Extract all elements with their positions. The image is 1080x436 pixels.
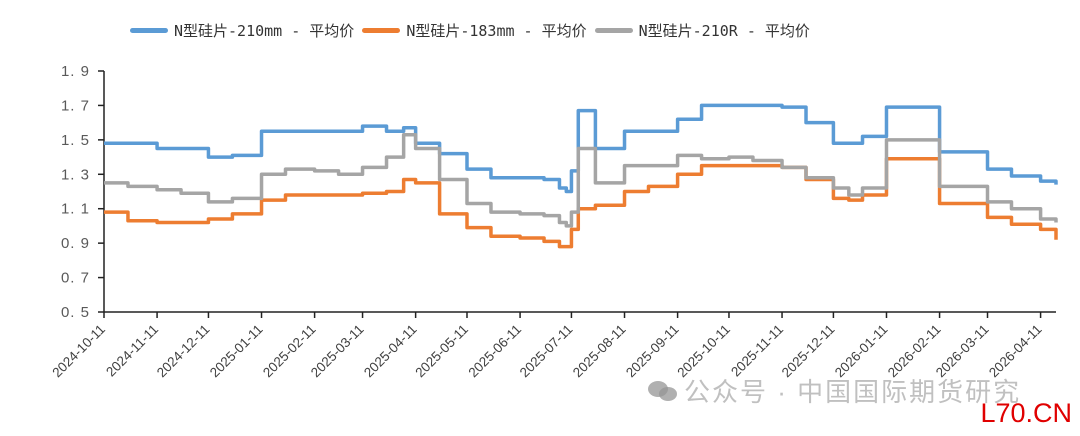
x-tick-label: 2025-01-11	[207, 322, 266, 381]
y-tick-label: 1. 3	[61, 166, 90, 183]
x-tick-label: 2024-10-11	[49, 322, 108, 381]
site-mark: L70.CN	[980, 398, 1072, 428]
x-tick-label: 2024-12-11	[154, 322, 213, 381]
legend-label-210mm: N型硅片-210mm - 平均价	[174, 21, 355, 40]
legend-item-210r[interactable]: N型硅片-210R - 平均价	[594, 20, 810, 41]
x-tick-label: 2025-04-11	[361, 322, 420, 381]
y-tick-label: 0. 7	[61, 270, 90, 287]
legend-swatch-210r	[594, 27, 633, 33]
y-tick-label: 1. 9	[61, 63, 90, 80]
y-tick-label: 1. 1	[61, 201, 90, 218]
x-axis: 2024-10-112024-11-112024-12-112025-01-11…	[49, 311, 1056, 381]
y-axis: 1. 9 1. 7 1. 5 1. 3 1. 1 0. 9 0. 7 0. 5	[61, 63, 105, 321]
series-line-2	[104, 132, 1058, 228]
legend-label-210r: N型硅片-210R - 平均价	[638, 21, 810, 40]
legend-swatch-210mm	[130, 27, 168, 33]
series-lines	[104, 103, 1058, 249]
watermark-text: 公众号 · 中国国际期货研究	[684, 377, 1022, 407]
y-tick-label: 0. 9	[61, 235, 90, 252]
x-tick-label: 2025-11-11	[728, 322, 786, 380]
series-line-0	[104, 103, 1058, 194]
wechat-icon	[648, 379, 678, 403]
legend-item-210mm[interactable]: N型硅片-210mm - 平均价	[130, 20, 354, 41]
x-tick-label: 2025-06-11	[465, 322, 524, 381]
legend-label-183mm: N型硅片-183mm - 平均价	[406, 21, 587, 40]
x-tick-label: 2024-11-11	[103, 322, 161, 380]
x-tick-label: 2025-07-11	[517, 322, 576, 381]
legend-swatch-183mm	[362, 27, 401, 33]
x-tick-label: 2025-08-11	[570, 322, 629, 381]
y-tick-label: 0. 5	[61, 304, 90, 321]
y-tick-label: 1. 7	[61, 97, 90, 114]
chart-legend: N型硅片-210mm - 平均价 N型硅片-183mm - 平均价 N型硅片-2…	[130, 18, 810, 42]
legend-item-183mm[interactable]: N型硅片-183mm - 平均价	[362, 20, 587, 41]
y-tick-label: 1. 5	[61, 132, 90, 149]
x-tick-label: 2025-05-11	[412, 322, 471, 381]
watermark: 公众号 · 中国国际期货研究	[648, 372, 1021, 409]
